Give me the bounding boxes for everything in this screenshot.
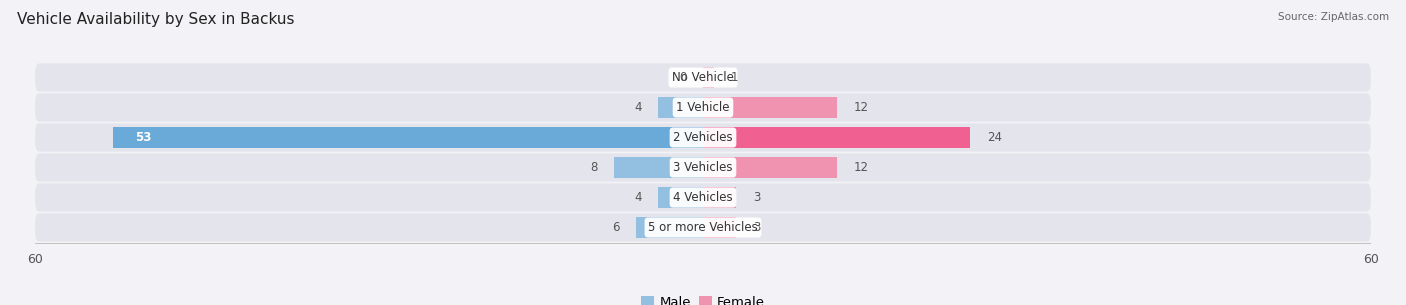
Bar <box>614 157 703 178</box>
FancyBboxPatch shape <box>35 153 1371 181</box>
Text: Source: ZipAtlas.com: Source: ZipAtlas.com <box>1278 12 1389 22</box>
Text: Vehicle Availability by Sex in Backus: Vehicle Availability by Sex in Backus <box>17 12 294 27</box>
Bar <box>703 157 837 178</box>
Text: 53: 53 <box>135 131 152 144</box>
FancyBboxPatch shape <box>35 93 1371 122</box>
Bar <box>658 97 703 118</box>
Bar <box>703 67 714 88</box>
Text: 3: 3 <box>754 221 761 234</box>
Text: 4: 4 <box>634 191 641 204</box>
Text: 8: 8 <box>591 161 598 174</box>
Text: 0: 0 <box>679 71 686 84</box>
FancyBboxPatch shape <box>35 63 1371 92</box>
Bar <box>703 127 970 148</box>
Text: 3 Vehicles: 3 Vehicles <box>673 161 733 174</box>
FancyBboxPatch shape <box>35 124 1371 152</box>
FancyBboxPatch shape <box>35 214 1371 242</box>
Text: 6: 6 <box>612 221 620 234</box>
Text: No Vehicle: No Vehicle <box>672 71 734 84</box>
Bar <box>636 217 703 238</box>
Text: 12: 12 <box>853 161 869 174</box>
Bar <box>703 187 737 208</box>
Text: 3: 3 <box>754 191 761 204</box>
Text: 1: 1 <box>731 71 738 84</box>
Legend: Male, Female: Male, Female <box>636 291 770 305</box>
Text: 5 or more Vehicles: 5 or more Vehicles <box>648 221 758 234</box>
Text: 2 Vehicles: 2 Vehicles <box>673 131 733 144</box>
Bar <box>658 187 703 208</box>
Text: 1 Vehicle: 1 Vehicle <box>676 101 730 114</box>
Text: 4: 4 <box>634 101 641 114</box>
FancyBboxPatch shape <box>35 183 1371 212</box>
Bar <box>703 97 837 118</box>
Bar <box>703 217 737 238</box>
Text: 4 Vehicles: 4 Vehicles <box>673 191 733 204</box>
Bar <box>112 127 703 148</box>
Text: 24: 24 <box>987 131 1002 144</box>
Text: 12: 12 <box>853 101 869 114</box>
